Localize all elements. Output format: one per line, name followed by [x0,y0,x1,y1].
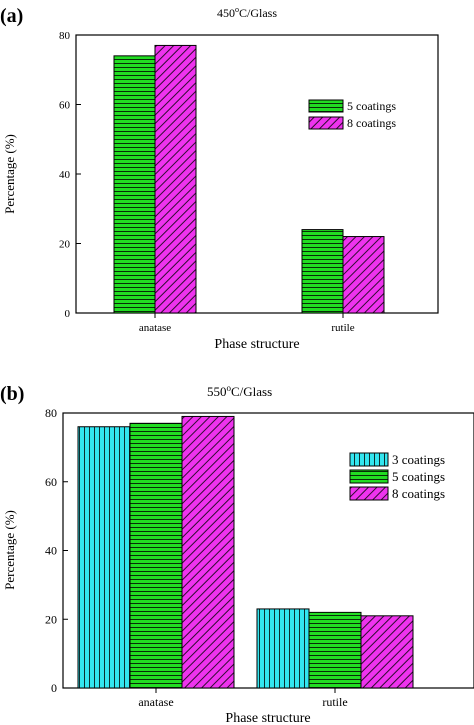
legend-swatch-b-1 [349,469,389,484]
y-tick-label-b-2: 40 [45,544,57,558]
bar-b-rutile-1 [308,611,362,689]
legend-swatch-b-0 [349,452,389,467]
bar-a-anatase-0 [113,55,156,314]
y-axis-a: 0 20 40 60 80 [59,30,81,320]
panel-label-a: (a) [0,5,23,27]
bar-b-rutile-0 [256,608,310,689]
x-tick-label-b-1: rutile [322,695,347,709]
x-axis-b: anatase rutile [138,688,348,709]
legend-swatch-a-0 [308,99,344,113]
bar-b-anatase-1 [129,422,183,689]
bar-b-anatase-0 [77,426,131,689]
legend-label-b-2: 8 coatings [392,486,445,501]
legend-b: 3 coatings 5 coatings 8 coatings [349,452,445,501]
legend-label-a-0: 5 coatings [347,99,396,113]
y-tick-label-a-3: 60 [59,100,71,112]
x-tick-label-b-0: anatase [138,695,173,709]
y-tick-label-a-2: 40 [59,169,71,181]
chart-title-a: 450oC/Glass [217,5,277,20]
legend-label-b-1: 5 coatings [392,469,445,484]
y-axis-label-b: Percentage (%) [2,510,17,590]
legend-label-a-1: 8 coatings [347,116,396,130]
panel-label-b: (b) [0,383,24,405]
y-tick-label-a-1: 20 [59,239,71,251]
legend-a: 5 coatings 8 coatings [308,99,396,130]
bars-b [77,415,414,689]
bar-b-rutile-2 [360,615,414,689]
bars-a [113,44,385,314]
legend-swatch-b-2 [349,486,389,501]
bar-a-anatase-1 [154,44,197,314]
y-tick-label-b-0: 0 [51,681,57,695]
x-axis-label-a: Phase structure [214,337,299,352]
x-axis-a: anatase rutile [139,313,355,334]
y-tick-label-b-3: 60 [45,475,57,489]
y-tick-label-a-4: 80 [59,30,71,42]
legend-label-b-0: 3 coatings [392,452,445,467]
y-tick-label-b-4: 80 [45,406,57,420]
bar-a-rutile-1 [342,236,385,314]
y-axis-b: 0 20 40 60 80 [45,406,68,695]
bar-b-anatase-2 [181,415,235,689]
y-axis-label-a: Percentage (%) [2,134,17,214]
chart-title-b: 550oC/Glass [207,383,272,399]
y-tick-label-a-0: 0 [65,308,71,320]
y-tick-label-b-1: 20 [45,612,57,626]
x-tick-label-a-0: anatase [139,322,171,334]
x-tick-label-a-1: rutile [331,322,354,334]
legend-swatch-a-1 [308,116,344,130]
x-axis-label-b: Phase structure [225,711,310,725]
bar-a-rutile-0 [301,229,344,314]
